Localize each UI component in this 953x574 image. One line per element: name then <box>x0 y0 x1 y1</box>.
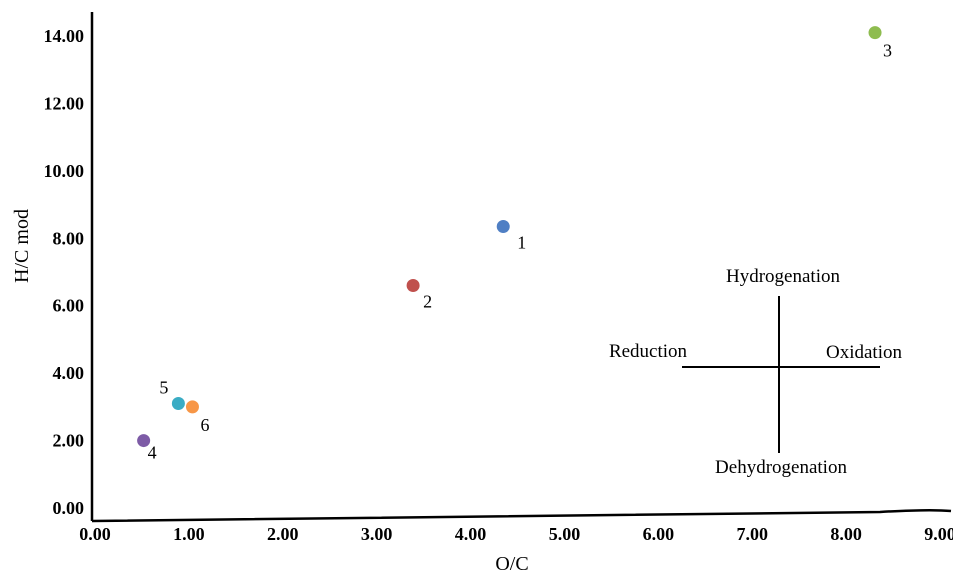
data-point-label: 4 <box>148 443 157 463</box>
y-tick-label: 8.00 <box>53 228 85 248</box>
x-tick-label: 5.00 <box>549 524 581 544</box>
hydrogenation-label: Hydrogenation <box>726 266 840 287</box>
x-tick-label: 3.00 <box>361 524 393 544</box>
x-tick-label: 7.00 <box>736 524 768 544</box>
x-axis <box>91 508 952 523</box>
oxidation-label: Oxidation <box>826 342 902 363</box>
data-point-label: 2 <box>423 291 432 311</box>
data-point <box>171 396 185 410</box>
data-point <box>496 219 510 233</box>
y-tick-label: 4.00 <box>53 363 85 383</box>
x-tick-label: 9.00 <box>924 524 953 544</box>
dehydrogenation-label: Dehydrogenation <box>715 457 847 478</box>
y-tick-label: 12.00 <box>44 93 85 113</box>
x-tick-label: 2.00 <box>267 524 299 544</box>
data-point <box>406 278 420 292</box>
y-tick-label: 0.00 <box>53 498 85 518</box>
x-tick-label: 0.00 <box>79 524 111 544</box>
data-point-label: 6 <box>200 415 209 435</box>
direction-cross: Hydrogenation Dehydrogenation Reduction … <box>609 266 903 478</box>
x-tick-labels: 0.00 1.00 2.00 3.00 4.00 5.00 6.00 7.00 8.00 9.00 <box>79 524 953 544</box>
x-tick-label: 8.00 <box>830 524 862 544</box>
data-point-label: 5 <box>159 377 168 397</box>
y-axis-label: H/C mod <box>11 209 33 283</box>
data-point <box>137 434 151 448</box>
y-tick-label: 10.00 <box>44 161 85 181</box>
y-tick-labels: 0.00 2.00 4.00 6.00 8.00 10.00 12.00 14.00 <box>44 26 85 518</box>
y-tick-label: 6.00 <box>53 296 85 316</box>
x-tick-label: 1.00 <box>173 524 205 544</box>
data-point <box>185 400 199 414</box>
x-tick-label: 6.00 <box>643 524 675 544</box>
data-point <box>868 26 882 40</box>
data-points: 1 2 3 4 5 6 <box>137 26 892 463</box>
y-tick-label: 14.00 <box>44 26 85 46</box>
data-point-label: 3 <box>883 41 892 61</box>
reduction-label: Reduction <box>609 341 688 362</box>
y-tick-label: 2.00 <box>53 431 85 451</box>
x-tick-label: 4.00 <box>455 524 487 544</box>
data-point-label: 1 <box>517 232 526 252</box>
x-axis-label: O/C <box>495 553 528 574</box>
